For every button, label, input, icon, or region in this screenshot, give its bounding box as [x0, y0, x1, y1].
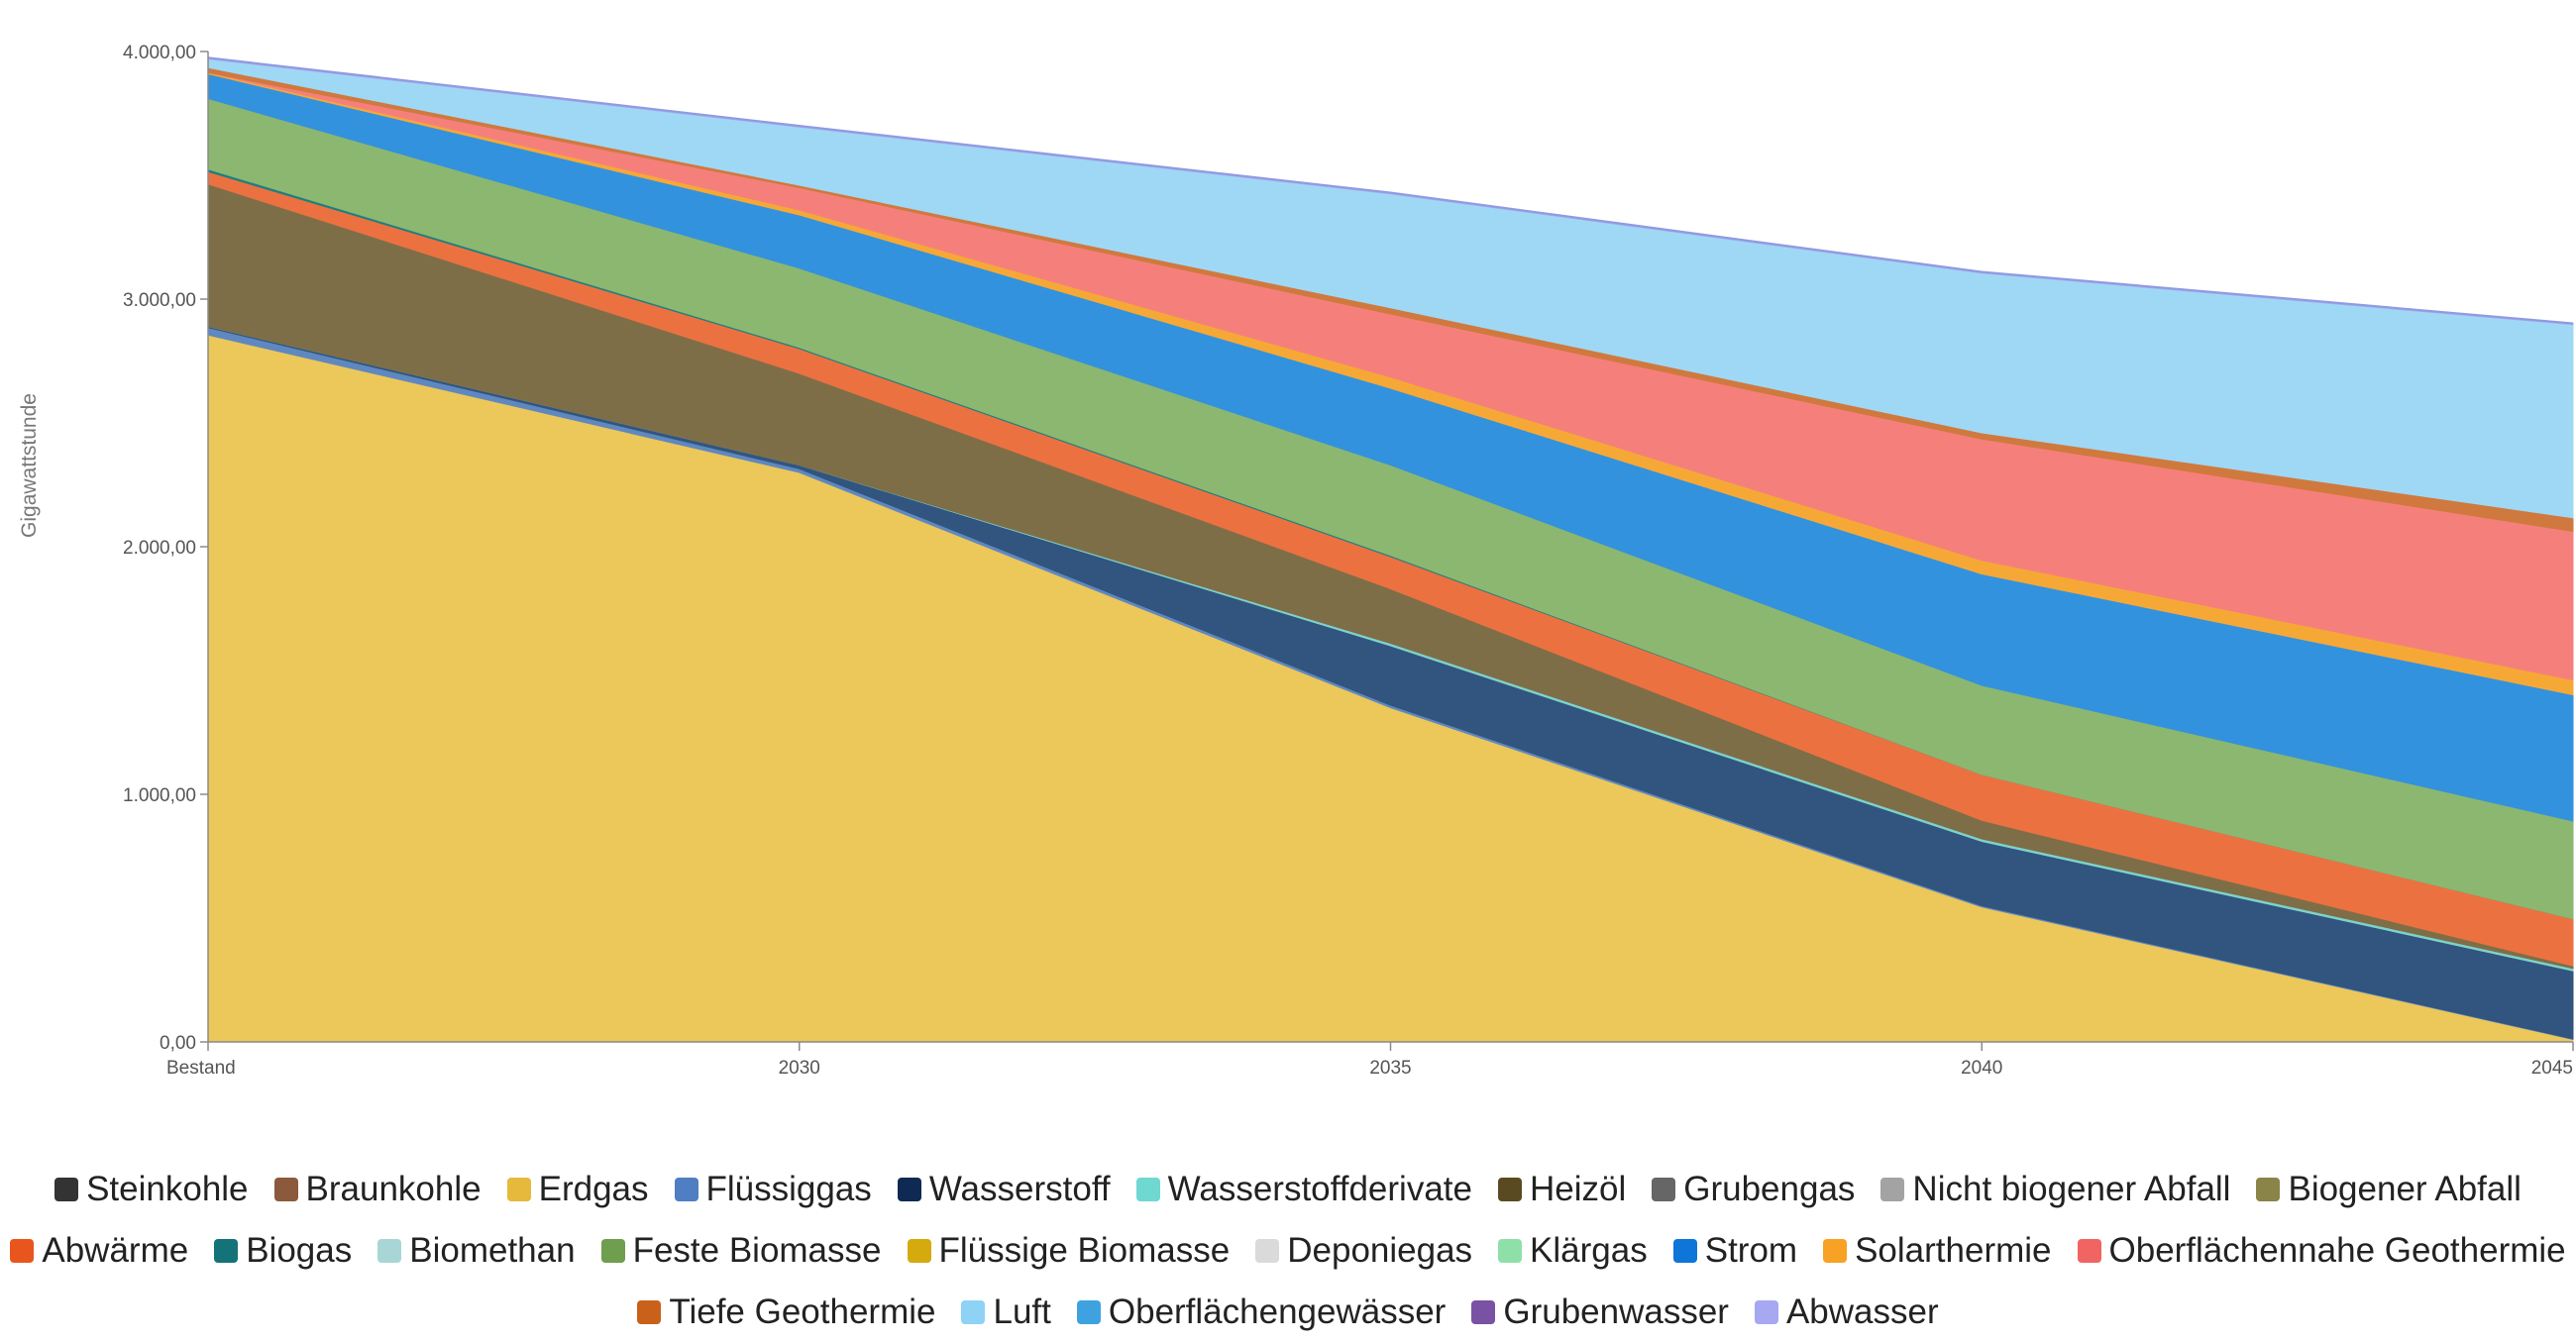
- legend-row: Steinkohle Braunkohle Erdgas Flüssiggas Wass…: [0, 1159, 2576, 1220]
- x-tick-label: 2030: [779, 1058, 820, 1079]
- stacked-areas: [207, 56, 2574, 1043]
- legend-item[interactable]: Braunkohle: [273, 1170, 482, 1209]
- legend-swatch: [1497, 1178, 1522, 1201]
- legend-swatch: [907, 1239, 931, 1263]
- legend-swatch: [10, 1239, 35, 1263]
- legend-swatch: [1754, 1300, 1778, 1324]
- legend-item[interactable]: Luft: [961, 1292, 1051, 1332]
- legend-swatch: [54, 1178, 79, 1201]
- legend-item[interactable]: Klärgas: [1498, 1231, 1648, 1271]
- legend-label: Erdgas: [538, 1170, 649, 1208]
- legend-item[interactable]: Biogener Abfall: [2256, 1170, 2522, 1209]
- legend-item[interactable]: Biomethan: [377, 1231, 576, 1271]
- legend-item[interactable]: Grubengas: [1652, 1170, 1855, 1209]
- legend-item[interactable]: Flüssiggas: [674, 1170, 872, 1209]
- legend-label: Strom: [1704, 1231, 1798, 1270]
- legend-label: Feste Biomasse: [632, 1231, 882, 1270]
- x-tick-label: Bestand: [166, 1058, 236, 1079]
- legend-swatch: [2077, 1239, 2101, 1263]
- legend-label: Oberflächengewässer: [1108, 1292, 1447, 1331]
- area-top-outline: [207, 56, 2574, 325]
- legend-swatch: [1880, 1178, 1905, 1201]
- legend-label: Nicht biogener Abfall: [1912, 1170, 2231, 1208]
- legend-label: Abwärme: [42, 1231, 189, 1270]
- legend-swatch: [2256, 1178, 2281, 1201]
- legend-swatch: [1471, 1300, 1496, 1324]
- y-tick-label: 3.000,00: [123, 290, 196, 311]
- legend-item[interactable]: Nicht biogener Abfall: [1880, 1170, 2230, 1209]
- legend-label: Flüssige Biomasse: [938, 1231, 1231, 1270]
- axes: 0,00 1.000,00 2.000,00 3.000,00 4.000,00 Best…: [123, 43, 2574, 1079]
- legend-label: Luft: [993, 1292, 1051, 1331]
- legend-swatch: [273, 1178, 298, 1201]
- legend-swatch: [1652, 1178, 1676, 1201]
- legend-item[interactable]: Grubenwasser: [1471, 1292, 1729, 1332]
- legend-item[interactable]: Wasserstoffderivate: [1135, 1170, 1472, 1209]
- legend-row: Tiefe Geothermie Luft Oberflächengewässer G…: [0, 1282, 2576, 1343]
- legend-item[interactable]: Oberflächennahe Geothermie: [2077, 1231, 2566, 1271]
- legend-label: Biomethan: [409, 1231, 576, 1270]
- legend-item[interactable]: Heizöl: [1497, 1170, 1627, 1209]
- legend-label: Grubenwasser: [1503, 1292, 1729, 1331]
- legend-item[interactable]: Biogas: [214, 1231, 352, 1271]
- legend-swatch: [1823, 1239, 1848, 1263]
- legend-label: Abwasser: [1785, 1292, 1939, 1331]
- legend-label: Solarthermie: [1855, 1231, 2052, 1270]
- legend-swatch: [897, 1178, 921, 1201]
- legend-item[interactable]: Abwärme: [10, 1231, 188, 1271]
- x-tick-label: 2045: [2531, 1058, 2573, 1079]
- legend-item[interactable]: Solarthermie: [1823, 1231, 2052, 1271]
- legend-label: Flüssiggas: [705, 1170, 872, 1208]
- legend-label: Braunkohle: [305, 1170, 482, 1208]
- legend-swatch: [1498, 1239, 1523, 1263]
- legend-item[interactable]: Flüssige Biomasse: [907, 1231, 1231, 1271]
- legend: Steinkohle Braunkohle Erdgas Flüssiggas Wass…: [0, 1159, 2576, 1343]
- y-axis-label: Gigawattstunde: [18, 393, 41, 538]
- legend-item[interactable]: Wasserstoff: [897, 1170, 1111, 1209]
- legend-item[interactable]: Tiefe Geothermie: [637, 1292, 935, 1332]
- legend-swatch: [637, 1300, 662, 1324]
- legend-label: Klärgas: [1530, 1231, 1648, 1270]
- legend-swatch: [961, 1300, 986, 1324]
- legend-swatch: [1672, 1239, 1697, 1263]
- legend-item[interactable]: Abwasser: [1754, 1292, 1939, 1332]
- legend-swatch: [600, 1239, 625, 1263]
- legend-row: Abwärme Biogas Biomethan Feste Biomasse Flüs…: [0, 1220, 2576, 1282]
- x-tick-label: 2035: [1369, 1058, 1411, 1079]
- legend-swatch: [506, 1178, 531, 1201]
- legend-swatch: [674, 1178, 698, 1201]
- legend-item[interactable]: Strom: [1672, 1231, 1798, 1271]
- legend-item[interactable]: Oberflächengewässer: [1076, 1292, 1447, 1332]
- legend-label: Oberflächennahe Geothermie: [2108, 1231, 2566, 1270]
- legend-label: Tiefe Geothermie: [669, 1292, 936, 1331]
- legend-item[interactable]: Deponiegas: [1255, 1231, 1472, 1271]
- legend-swatch: [1135, 1178, 1160, 1201]
- legend-label: Grubengas: [1683, 1170, 1856, 1208]
- legend-item[interactable]: Feste Biomasse: [600, 1231, 882, 1271]
- legend-item[interactable]: Steinkohle: [54, 1170, 249, 1209]
- legend-label: Biogener Abfall: [2288, 1170, 2522, 1208]
- legend-label: Heizöl: [1529, 1170, 1627, 1208]
- legend-label: Steinkohle: [86, 1170, 249, 1208]
- legend-swatch: [1076, 1300, 1101, 1324]
- y-tick-label: 1.000,00: [123, 785, 196, 806]
- y-tick-label: 0,00: [160, 1033, 196, 1054]
- legend-label: Biogas: [246, 1231, 353, 1270]
- legend-label: Wasserstoff: [928, 1170, 1111, 1208]
- y-tick-label: 4.000,00: [123, 43, 196, 63]
- chart: 0,00 1.000,00 2.000,00 3.000,00 4.000,00 Best…: [18, 43, 2574, 1079]
- x-tick-label: 2040: [1961, 1058, 2002, 1079]
- legend-label: Deponiegas: [1287, 1231, 1473, 1270]
- legend-swatch: [1255, 1239, 1280, 1263]
- legend-swatch: [377, 1239, 402, 1263]
- legend-swatch: [214, 1239, 239, 1263]
- legend-item[interactable]: Erdgas: [506, 1170, 649, 1209]
- y-tick-label: 2.000,00: [123, 538, 196, 559]
- legend-label: Wasserstoffderivate: [1167, 1170, 1472, 1208]
